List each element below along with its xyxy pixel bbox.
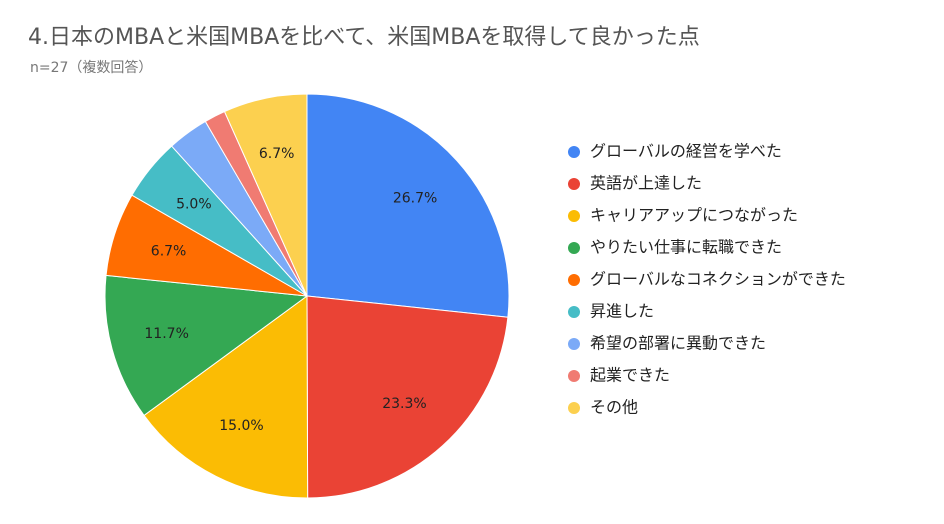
legend-label: その他 bbox=[590, 398, 638, 417]
legend-label: キャリアアップにつながった bbox=[590, 206, 798, 225]
legend-label: 英語が上達した bbox=[590, 174, 702, 193]
legend-label: 希望の部署に異動できた bbox=[590, 334, 766, 353]
pie-slice bbox=[104, 274, 309, 417]
legend-swatch bbox=[568, 210, 580, 222]
pie-slice bbox=[143, 295, 309, 499]
legend-label: やりたい仕事に転職できた bbox=[590, 238, 782, 257]
chart-title: 4.日本のMBAと米国MBAを比べて、米国MBAを取得して良かった点 bbox=[28, 25, 700, 50]
data-label: 11.7% bbox=[144, 326, 188, 342]
legend-swatch bbox=[568, 178, 580, 190]
data-label: 6.7% bbox=[259, 146, 295, 162]
legend-swatch bbox=[568, 306, 580, 318]
legend-label: 起業できた bbox=[590, 366, 670, 385]
legend-swatch bbox=[568, 242, 580, 254]
chart-subtitle: n=27（複数回答） bbox=[30, 59, 152, 76]
legend-swatch bbox=[568, 338, 580, 350]
data-label: 23.3% bbox=[382, 396, 426, 412]
legend-label: グローバルなコネクションができた bbox=[590, 270, 846, 289]
legend-swatch bbox=[568, 370, 580, 382]
legend-swatch bbox=[568, 274, 580, 286]
data-label: 15.0% bbox=[219, 418, 263, 434]
legend-swatch bbox=[568, 402, 580, 414]
legend-label: グローバルの経営を学べた bbox=[590, 142, 782, 161]
pie-slice bbox=[306, 93, 510, 318]
data-label: 26.7% bbox=[393, 191, 437, 207]
legend-swatch bbox=[568, 146, 580, 158]
legend-label: 昇進した bbox=[590, 302, 654, 321]
data-label: 6.7% bbox=[151, 243, 187, 259]
pie-slice bbox=[223, 93, 308, 297]
pie-slice bbox=[306, 295, 509, 499]
data-label: 5.0% bbox=[176, 197, 212, 213]
